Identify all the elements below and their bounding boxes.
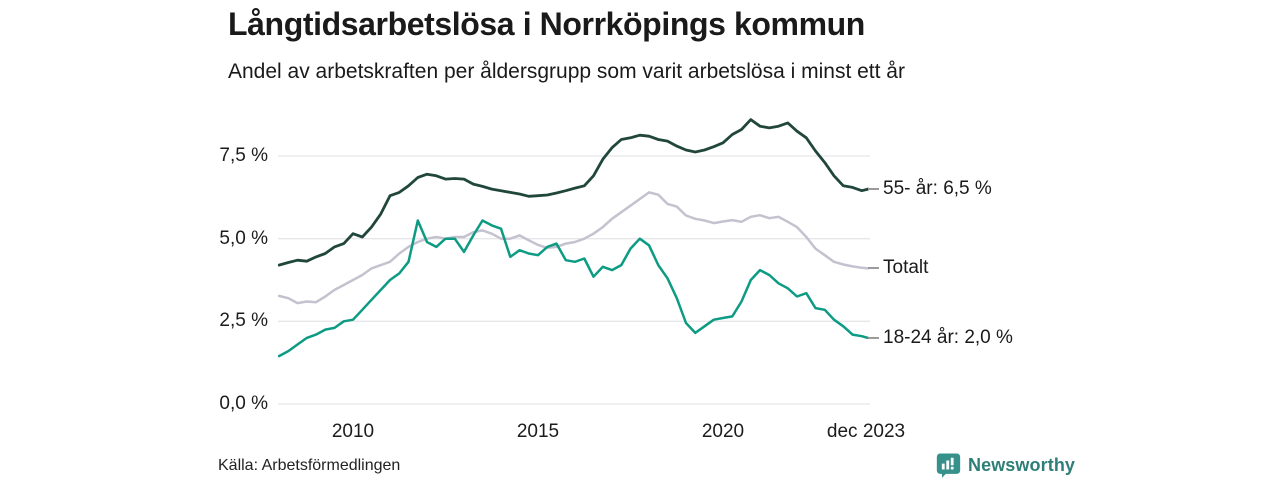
- line-chart-plot-area: [278, 118, 870, 405]
- series-dash-55-ar: [868, 188, 879, 190]
- brand-name: Newsworthy: [968, 454, 1076, 475]
- x-tick-2015: 2015: [516, 421, 560, 442]
- bar-chart-speech-bubble-icon: [936, 453, 961, 478]
- series-line-Totalt: [278, 191, 870, 305]
- y-tick-7-5: 7,5 %: [219, 145, 268, 166]
- y-tick-5-0: 5,0 %: [219, 228, 268, 249]
- x-tick-2010: 2010: [331, 421, 375, 442]
- source-note: Källa: Arbetsförmedlingen: [218, 457, 401, 474]
- series-label-55-ar: 55- år: 6,5 %: [883, 178, 992, 199]
- series-label-18-24-ar: 18-24 år: 2,0 %: [883, 327, 1013, 348]
- series-line-55-r: [278, 118, 870, 267]
- chart-title: Långtidsarbetslösa i Norrköpings kommun: [228, 6, 865, 42]
- x-tick-dec-2023: dec 2023: [826, 421, 906, 442]
- series-dash-18-24-ar: [868, 337, 879, 339]
- series-label-totalt: Totalt: [883, 257, 929, 278]
- x-tick-2020: 2020: [701, 421, 745, 442]
- y-tick-2-5: 2,5 %: [219, 310, 268, 331]
- brand-logo: Newsworthy: [936, 452, 1075, 478]
- series-dash-totalt: [868, 267, 879, 269]
- chart-subtitle: Andel av arbetskraften per åldersgrupp s…: [228, 60, 905, 83]
- series-line-18-24-r: [278, 219, 870, 358]
- y-tick-0-0: 0,0 %: [219, 393, 268, 414]
